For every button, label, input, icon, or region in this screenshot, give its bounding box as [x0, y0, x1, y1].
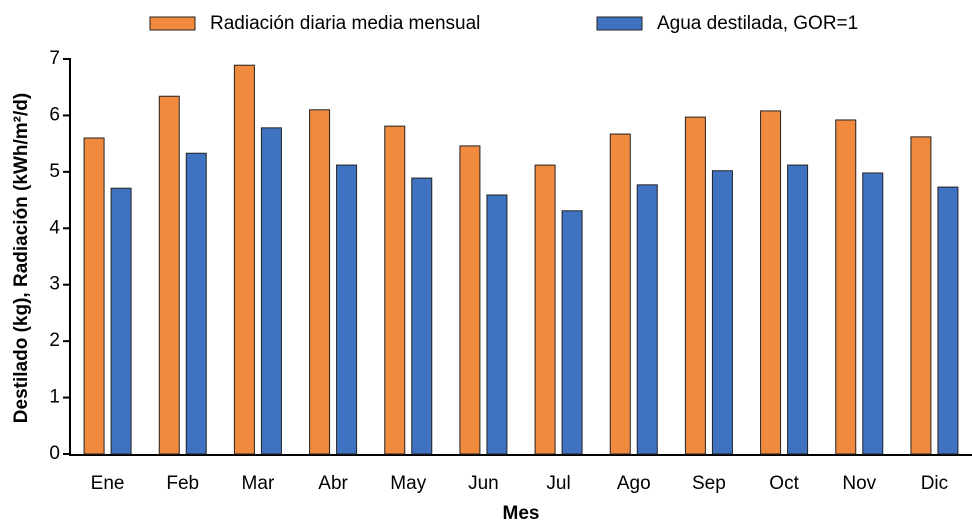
- x-tick-label: May: [390, 473, 426, 494]
- x-tick-label: Ene: [91, 473, 125, 494]
- bar: [233, 64, 255, 455]
- y-tick-label: 1: [49, 387, 60, 408]
- y-axis-label: Destilado (kg), Radiación (kWh/m²/d): [11, 93, 32, 423]
- bar: [937, 186, 959, 455]
- bar: [636, 184, 658, 455]
- bar: [862, 172, 884, 455]
- y-tick-label: 7: [49, 48, 60, 69]
- bar: [486, 194, 508, 455]
- bar: [760, 110, 782, 455]
- bar: [336, 164, 358, 455]
- bar: [910, 136, 932, 455]
- bar: [384, 125, 406, 455]
- y-tick-label: 3: [49, 274, 60, 295]
- x-tick-label: Dic: [921, 473, 948, 494]
- bar: [711, 170, 733, 455]
- x-tick-label: Abr: [318, 473, 348, 494]
- bar: [561, 210, 583, 455]
- x-axis-label: Mes: [503, 503, 540, 524]
- bar: [684, 116, 706, 455]
- bar: [787, 164, 809, 455]
- x-tick-label: Nov: [842, 473, 876, 494]
- y-tick-label: 5: [49, 161, 60, 182]
- x-tick-label: Jun: [468, 473, 499, 494]
- bar: [411, 177, 433, 455]
- y-tick-label: 2: [49, 330, 60, 351]
- legend-label: Radiación diaria media mensual: [210, 13, 480, 34]
- bar: [609, 133, 631, 455]
- legend-label: Agua destilada, GOR=1: [657, 13, 858, 34]
- x-tick-label: Oct: [769, 473, 799, 494]
- bar: [260, 127, 282, 455]
- x-tick-label: Sep: [692, 473, 726, 494]
- bar: [459, 145, 481, 455]
- bar: [185, 152, 207, 455]
- legend-swatch: [149, 16, 196, 31]
- y-tick-label: 6: [49, 104, 60, 125]
- legend-swatch: [596, 16, 643, 31]
- bar: [83, 137, 105, 455]
- bar: [158, 95, 180, 455]
- x-tick-label: Mar: [242, 473, 275, 494]
- bar: [835, 119, 857, 455]
- bar: [110, 187, 132, 455]
- bar: [534, 164, 556, 455]
- x-tick-label: Ago: [617, 473, 651, 494]
- y-tick-label: 0: [49, 443, 60, 464]
- x-tick-label: Jul: [546, 473, 570, 494]
- bar: [309, 109, 331, 455]
- y-tick-label: 4: [49, 217, 60, 238]
- x-tick-label: Feb: [166, 473, 199, 494]
